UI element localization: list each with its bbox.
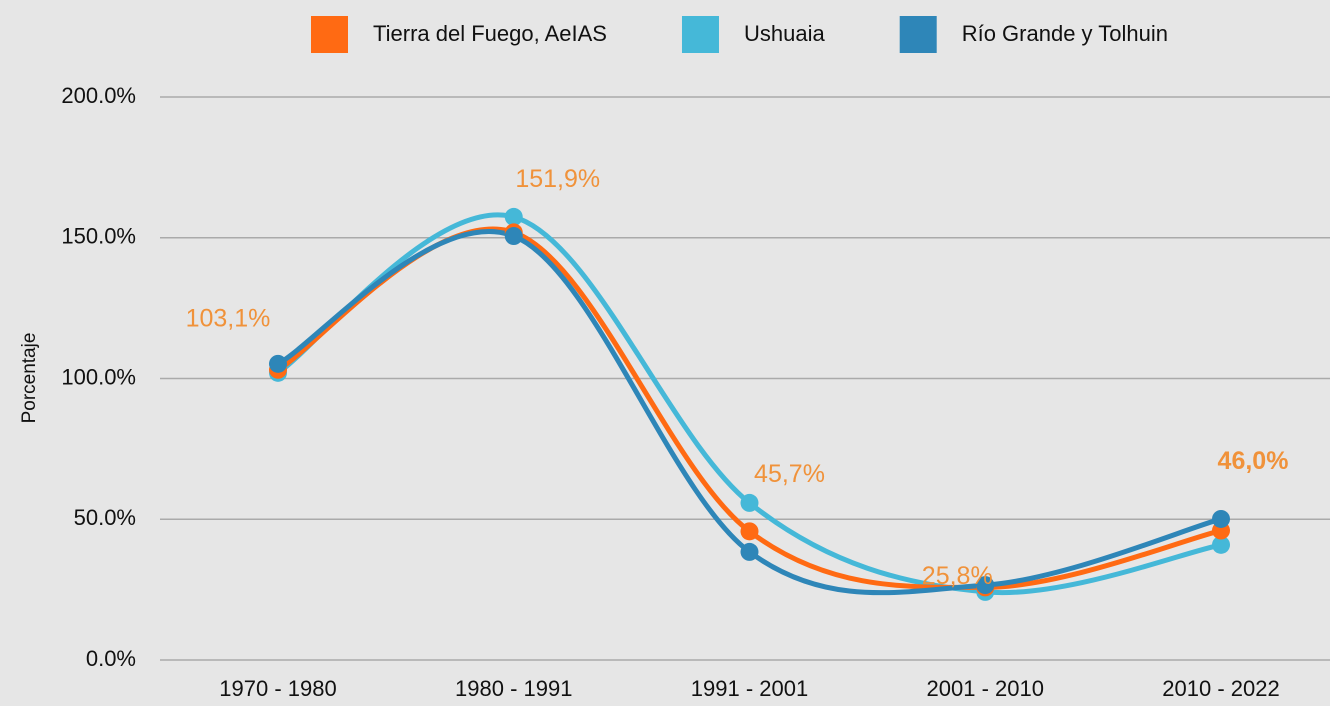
- data-label: 103,1%: [186, 304, 271, 332]
- data-point: [504, 207, 523, 226]
- legend-swatch: [311, 16, 348, 53]
- data-point: [740, 493, 759, 512]
- x-tick-label: 2010 - 2022: [1162, 676, 1279, 701]
- x-tick-label: 2001 - 2010: [927, 676, 1044, 701]
- y-tick-label: 200.0%: [61, 83, 136, 108]
- y-tick-label: 50.0%: [74, 505, 136, 530]
- data-label: 25,8%: [922, 562, 993, 590]
- y-tick-label: 100.0%: [61, 364, 136, 389]
- legend-label: Río Grande y Tolhuin: [962, 21, 1168, 46]
- data-label: 45,7%: [754, 460, 825, 488]
- series-line: [276, 212, 1222, 596]
- y-axis-label: Porcentaje: [19, 333, 40, 424]
- data-point: [504, 227, 523, 246]
- data-label: 151,9%: [515, 165, 600, 193]
- legend-swatch: [681, 16, 719, 53]
- x-tick-label: 1991 - 2001: [691, 676, 808, 701]
- data-point: [740, 522, 759, 541]
- data-point: [269, 354, 287, 373]
- x-tick-label: 1970 - 1980: [219, 676, 336, 701]
- data-point: [976, 576, 995, 595]
- data-point: [740, 542, 759, 561]
- y-tick-label: 0.0%: [86, 646, 136, 671]
- data-point: [1212, 509, 1230, 528]
- legend-swatch: [899, 16, 937, 53]
- data-label: 46,0%: [1218, 447, 1289, 475]
- data-point: [1212, 535, 1230, 554]
- series-line: [276, 228, 1222, 596]
- y-tick-label: 150.0%: [61, 224, 136, 249]
- x-tick-label: 1980 - 1991: [455, 676, 572, 701]
- legend-label: Ushuaia: [744, 21, 825, 46]
- legend-label: Tierra del Fuego, AeIAS: [373, 21, 607, 46]
